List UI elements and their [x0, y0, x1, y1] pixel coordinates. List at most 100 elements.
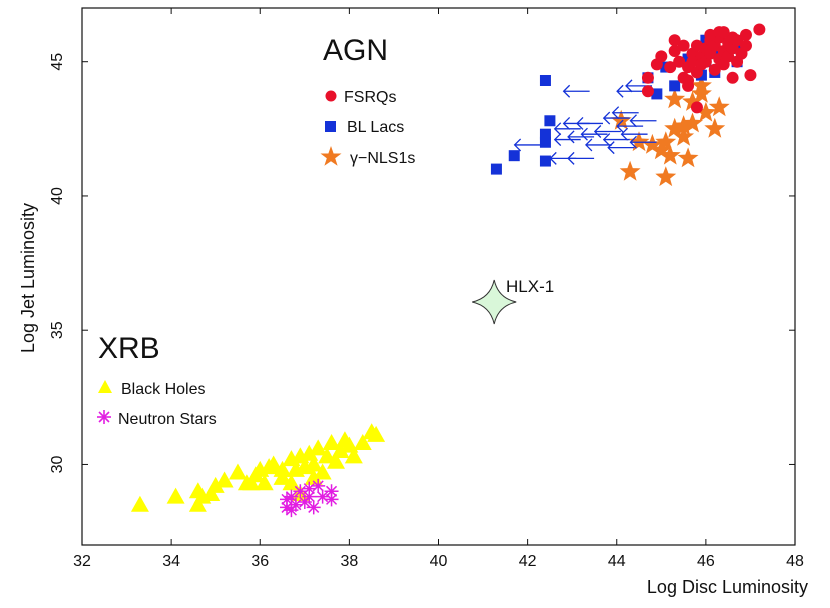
legend-black-holes-label: Black Holes [121, 381, 205, 398]
fsrqs-point [655, 50, 668, 63]
black-holes-point [255, 474, 274, 491]
black-holes-point [367, 425, 386, 442]
black-holes-point [246, 466, 265, 483]
black-holes-point [273, 468, 292, 485]
nls1s-point [708, 96, 730, 117]
legend-fsrqs-label: FSRQs [344, 89, 396, 106]
bl-lacs-upper-limits-point [576, 116, 604, 130]
bl-lacs-point [651, 88, 663, 100]
black-holes-point [353, 433, 372, 450]
bl-lacs-point [539, 74, 551, 86]
fsrqs-point [682, 74, 695, 87]
y-tick-label: 30 [49, 455, 66, 473]
nls1s-point [691, 74, 712, 95]
black-holes-point [264, 455, 283, 472]
nls1s-point [619, 160, 641, 181]
x-tick-label: 46 [697, 553, 715, 570]
bl-lacs-upper-limits-point [602, 111, 630, 125]
black-holes-point [202, 484, 221, 501]
fsrqs-point [668, 44, 681, 57]
fsrqs-point [677, 39, 690, 52]
legend-fsrqs-marker [325, 90, 337, 102]
bl-lacs-upper-limits-point [602, 133, 630, 147]
nls1s-point [673, 125, 695, 146]
black-holes-point [273, 460, 292, 477]
nls1s-point [682, 91, 703, 111]
bl-lacs-upper-limits-point [629, 135, 657, 149]
black-holes-point [228, 463, 247, 480]
bl-lacs-point [508, 150, 520, 162]
bl-lacs-upper-limits-point [629, 114, 657, 128]
bl-lacs-upper-limits-point [553, 122, 581, 136]
bl-lacs-point [539, 136, 551, 148]
bl-lacs-upper-limits-point [620, 127, 648, 141]
neutron-stars-point [293, 484, 308, 499]
nls1s-point [628, 131, 650, 152]
y-tick-label: 35 [49, 321, 66, 339]
bl-lacs-upper-limits-point [611, 106, 639, 120]
nls1s-point [673, 115, 695, 135]
black-holes-point [331, 442, 350, 459]
bl-lacs-upper-limits-point [616, 119, 644, 133]
legend-bl-lacs-marker [325, 121, 336, 132]
x-tick-label: 44 [608, 553, 626, 570]
fsrqs-point [731, 34, 744, 47]
bl-lacs-upper-limits-point [616, 84, 644, 98]
xrb-legend: Black Holes Neutron Stars [97, 380, 217, 428]
nls1s-point [641, 133, 663, 154]
fsrqs-point [708, 63, 721, 76]
fsrqs-point [717, 26, 730, 39]
x-tick-label: 48 [786, 553, 804, 570]
neutron-stars-point [311, 478, 326, 493]
bl-lacs-point [669, 80, 681, 92]
black-holes-point [327, 452, 346, 469]
bl-lacs-upper-limits-point [567, 130, 595, 144]
neutron-stars-point [306, 500, 321, 515]
bl-lacs-upper-limits-point [553, 133, 581, 147]
fsrqs-point [739, 39, 752, 52]
neutron-stars-point [324, 484, 339, 499]
bl-lacs-point [544, 115, 556, 127]
hlx1-annotation: HLX-1 [506, 277, 554, 296]
x-tick-label: 34 [162, 553, 180, 570]
y-axis-title: Log Jet Luminosity [18, 203, 38, 353]
black-holes-point [309, 439, 328, 456]
nls1s-point [655, 166, 677, 187]
bl-lacs-point [539, 128, 551, 140]
bl-lacs-upper-limits-point [567, 151, 595, 165]
bl-lacs-upper-limits-point [580, 127, 608, 141]
xrb-group-title: XRB [98, 332, 160, 365]
fsrqs-point [753, 23, 766, 36]
neutron-stars-point [279, 492, 294, 507]
x-tick-label: 40 [430, 553, 448, 570]
black-holes-point [188, 482, 207, 499]
legend-black-holes-marker [98, 380, 112, 393]
nls1s-point [610, 109, 632, 130]
black-holes-point [206, 476, 225, 493]
nls1s-point [664, 88, 686, 109]
bl-lacs-point [490, 163, 502, 175]
y-tick-label: 40 [49, 187, 66, 205]
neutron-stars-point [302, 489, 317, 504]
black-holes-point [313, 463, 332, 480]
data-marks [130, 23, 766, 518]
black-holes-point [166, 487, 185, 504]
neutron-stars-point [315, 489, 330, 504]
black-holes-point [215, 471, 234, 488]
nls1s-point [704, 117, 726, 138]
nls1s-point [691, 82, 712, 103]
neutron-stars-point [324, 492, 339, 507]
black-holes-point [344, 447, 363, 464]
axis-ticks: 32 34 36 38 40 42 44 46 48 30 35 40 45 [49, 8, 804, 570]
y-tick-label: 45 [49, 53, 66, 71]
fsrqs-point [673, 55, 686, 68]
nls1s-point [655, 131, 677, 152]
fsrqs-point [641, 71, 654, 84]
legend-nls1-marker [320, 146, 342, 166]
fsrqs-point [739, 28, 752, 41]
bl-lacs-upper-limits-point [562, 84, 590, 98]
nls1s-point [695, 101, 717, 122]
agn-group-title: AGN [323, 34, 388, 67]
neutron-stars-point [284, 489, 299, 504]
